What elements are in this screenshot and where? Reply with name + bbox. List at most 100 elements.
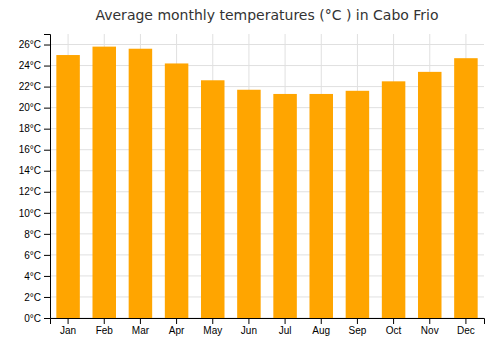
tick: 18°C: [19, 123, 50, 134]
tick: May: [203, 318, 222, 336]
tick-mark: [44, 234, 50, 235]
tick-mark: [44, 171, 50, 172]
tick-mark: [465, 318, 466, 324]
tick-mark: [44, 255, 50, 256]
axis-line: [44, 35, 51, 319]
tick-label: 6°C: [24, 250, 41, 261]
tick-mark: [68, 318, 69, 324]
tick-mark: [212, 318, 213, 324]
tick-mark: [44, 66, 50, 67]
tick-label: Dec: [457, 325, 475, 336]
bar: [273, 94, 297, 318]
tick: 24°C: [19, 60, 50, 71]
grid: [50, 34, 484, 318]
tick-mark: [44, 45, 50, 46]
tick: 6°C: [24, 250, 50, 261]
tick-label: 10°C: [19, 208, 41, 219]
bar: [382, 81, 406, 318]
tick-mark: [393, 318, 394, 324]
tick-mark: [44, 87, 50, 88]
tick: 22°C: [19, 81, 50, 92]
bar: [309, 94, 333, 318]
tick: Apr: [169, 318, 185, 336]
bars: [56, 47, 477, 318]
title: Average monthly temperatures (°C ) in Ca…: [95, 7, 438, 23]
tick-mark: [104, 318, 105, 324]
tick-label: 26°C: [19, 39, 41, 50]
tick: 12°C: [19, 186, 50, 197]
tick-label: 18°C: [19, 123, 41, 134]
tick: Sep: [349, 318, 367, 336]
tick-mark: [357, 318, 358, 324]
tick-mark: [44, 108, 50, 109]
tick: 20°C: [19, 102, 50, 113]
tick-label: 8°C: [24, 229, 41, 240]
tick: 16°C: [19, 144, 50, 155]
tick-label: 20°C: [19, 102, 41, 113]
tick: 26°C: [19, 39, 50, 50]
tick-mark: [176, 318, 177, 324]
y-axis: 0°C 2°C 4°C 6°C 8°C 10°C 12°C 14°C 16°C 18°C 20°C 2…: [19, 35, 51, 324]
tick: Aug: [312, 318, 330, 336]
tick-label: 0°C: [24, 313, 41, 324]
bar: [418, 72, 442, 318]
tick-mark: [429, 318, 430, 324]
tick-label: Mar: [132, 325, 150, 336]
bar: [346, 91, 370, 318]
tick-label: 22°C: [19, 81, 41, 92]
tick: Feb: [96, 318, 114, 336]
tick-label: 14°C: [19, 165, 41, 176]
tick-label: 2°C: [24, 292, 41, 303]
tick: Oct: [386, 318, 402, 336]
tick: Jan: [60, 318, 76, 336]
axis-line: [51, 319, 485, 325]
tick: 4°C: [24, 271, 50, 282]
bar: [454, 58, 478, 318]
tick-label: 12°C: [19, 186, 41, 197]
tick: Nov: [421, 318, 439, 336]
tick-label: 24°C: [19, 60, 41, 71]
grid-line-y: [50, 44, 484, 45]
bar: [92, 47, 116, 318]
tick-mark: [285, 318, 286, 324]
tick-label: Aug: [312, 325, 330, 336]
tick-mark: [44, 213, 50, 214]
tick-label: 16°C: [19, 144, 41, 155]
tick-label: Jul: [279, 325, 292, 336]
tick-mark: [44, 297, 50, 298]
tick-mark: [44, 150, 50, 151]
bar: [165, 63, 189, 318]
tick: Jul: [279, 318, 292, 336]
tick: 14°C: [19, 165, 50, 176]
bar: [129, 49, 153, 318]
tick: 0°C: [24, 313, 50, 324]
tick-mark: [140, 318, 141, 324]
tick: Mar: [132, 318, 150, 336]
tick-mark: [44, 129, 50, 130]
tick-label: Jan: [60, 325, 76, 336]
tick: Jun: [241, 318, 257, 336]
tick-mark: [44, 318, 50, 319]
tick-label: Feb: [96, 325, 114, 336]
bar: [237, 90, 261, 318]
tick: Dec: [457, 318, 475, 336]
tick: 2°C: [24, 292, 50, 303]
tick-label: Oct: [386, 325, 402, 336]
tick-label: 4°C: [24, 271, 41, 282]
tick-label: Jun: [241, 325, 257, 336]
plot-area: 0°C 2°C 4°C 6°C 8°C 10°C 12°C 14°C 16°C 18°C 20°C 2…: [19, 34, 485, 336]
chart: 0°C 2°C 4°C 6°C 8°C 10°C 12°C 14°C 16°C 18°C 20°C 2…: [0, 0, 500, 350]
tick: 10°C: [19, 208, 50, 219]
tick-mark: [248, 318, 249, 324]
tick-mark: [44, 192, 50, 193]
tick-label: May: [203, 325, 222, 336]
tick-label: Nov: [421, 325, 439, 336]
x-axis: Jan Feb Mar Apr May Jun Jul Aug Sep Oct Nov Dec: [51, 318, 485, 336]
bar: [201, 80, 225, 318]
tick-label: Apr: [169, 325, 185, 336]
tick-label: Sep: [349, 325, 367, 336]
tick: 8°C: [24, 229, 50, 240]
tick-mark: [321, 318, 322, 324]
tick-mark: [44, 276, 50, 277]
bar: [56, 55, 80, 318]
